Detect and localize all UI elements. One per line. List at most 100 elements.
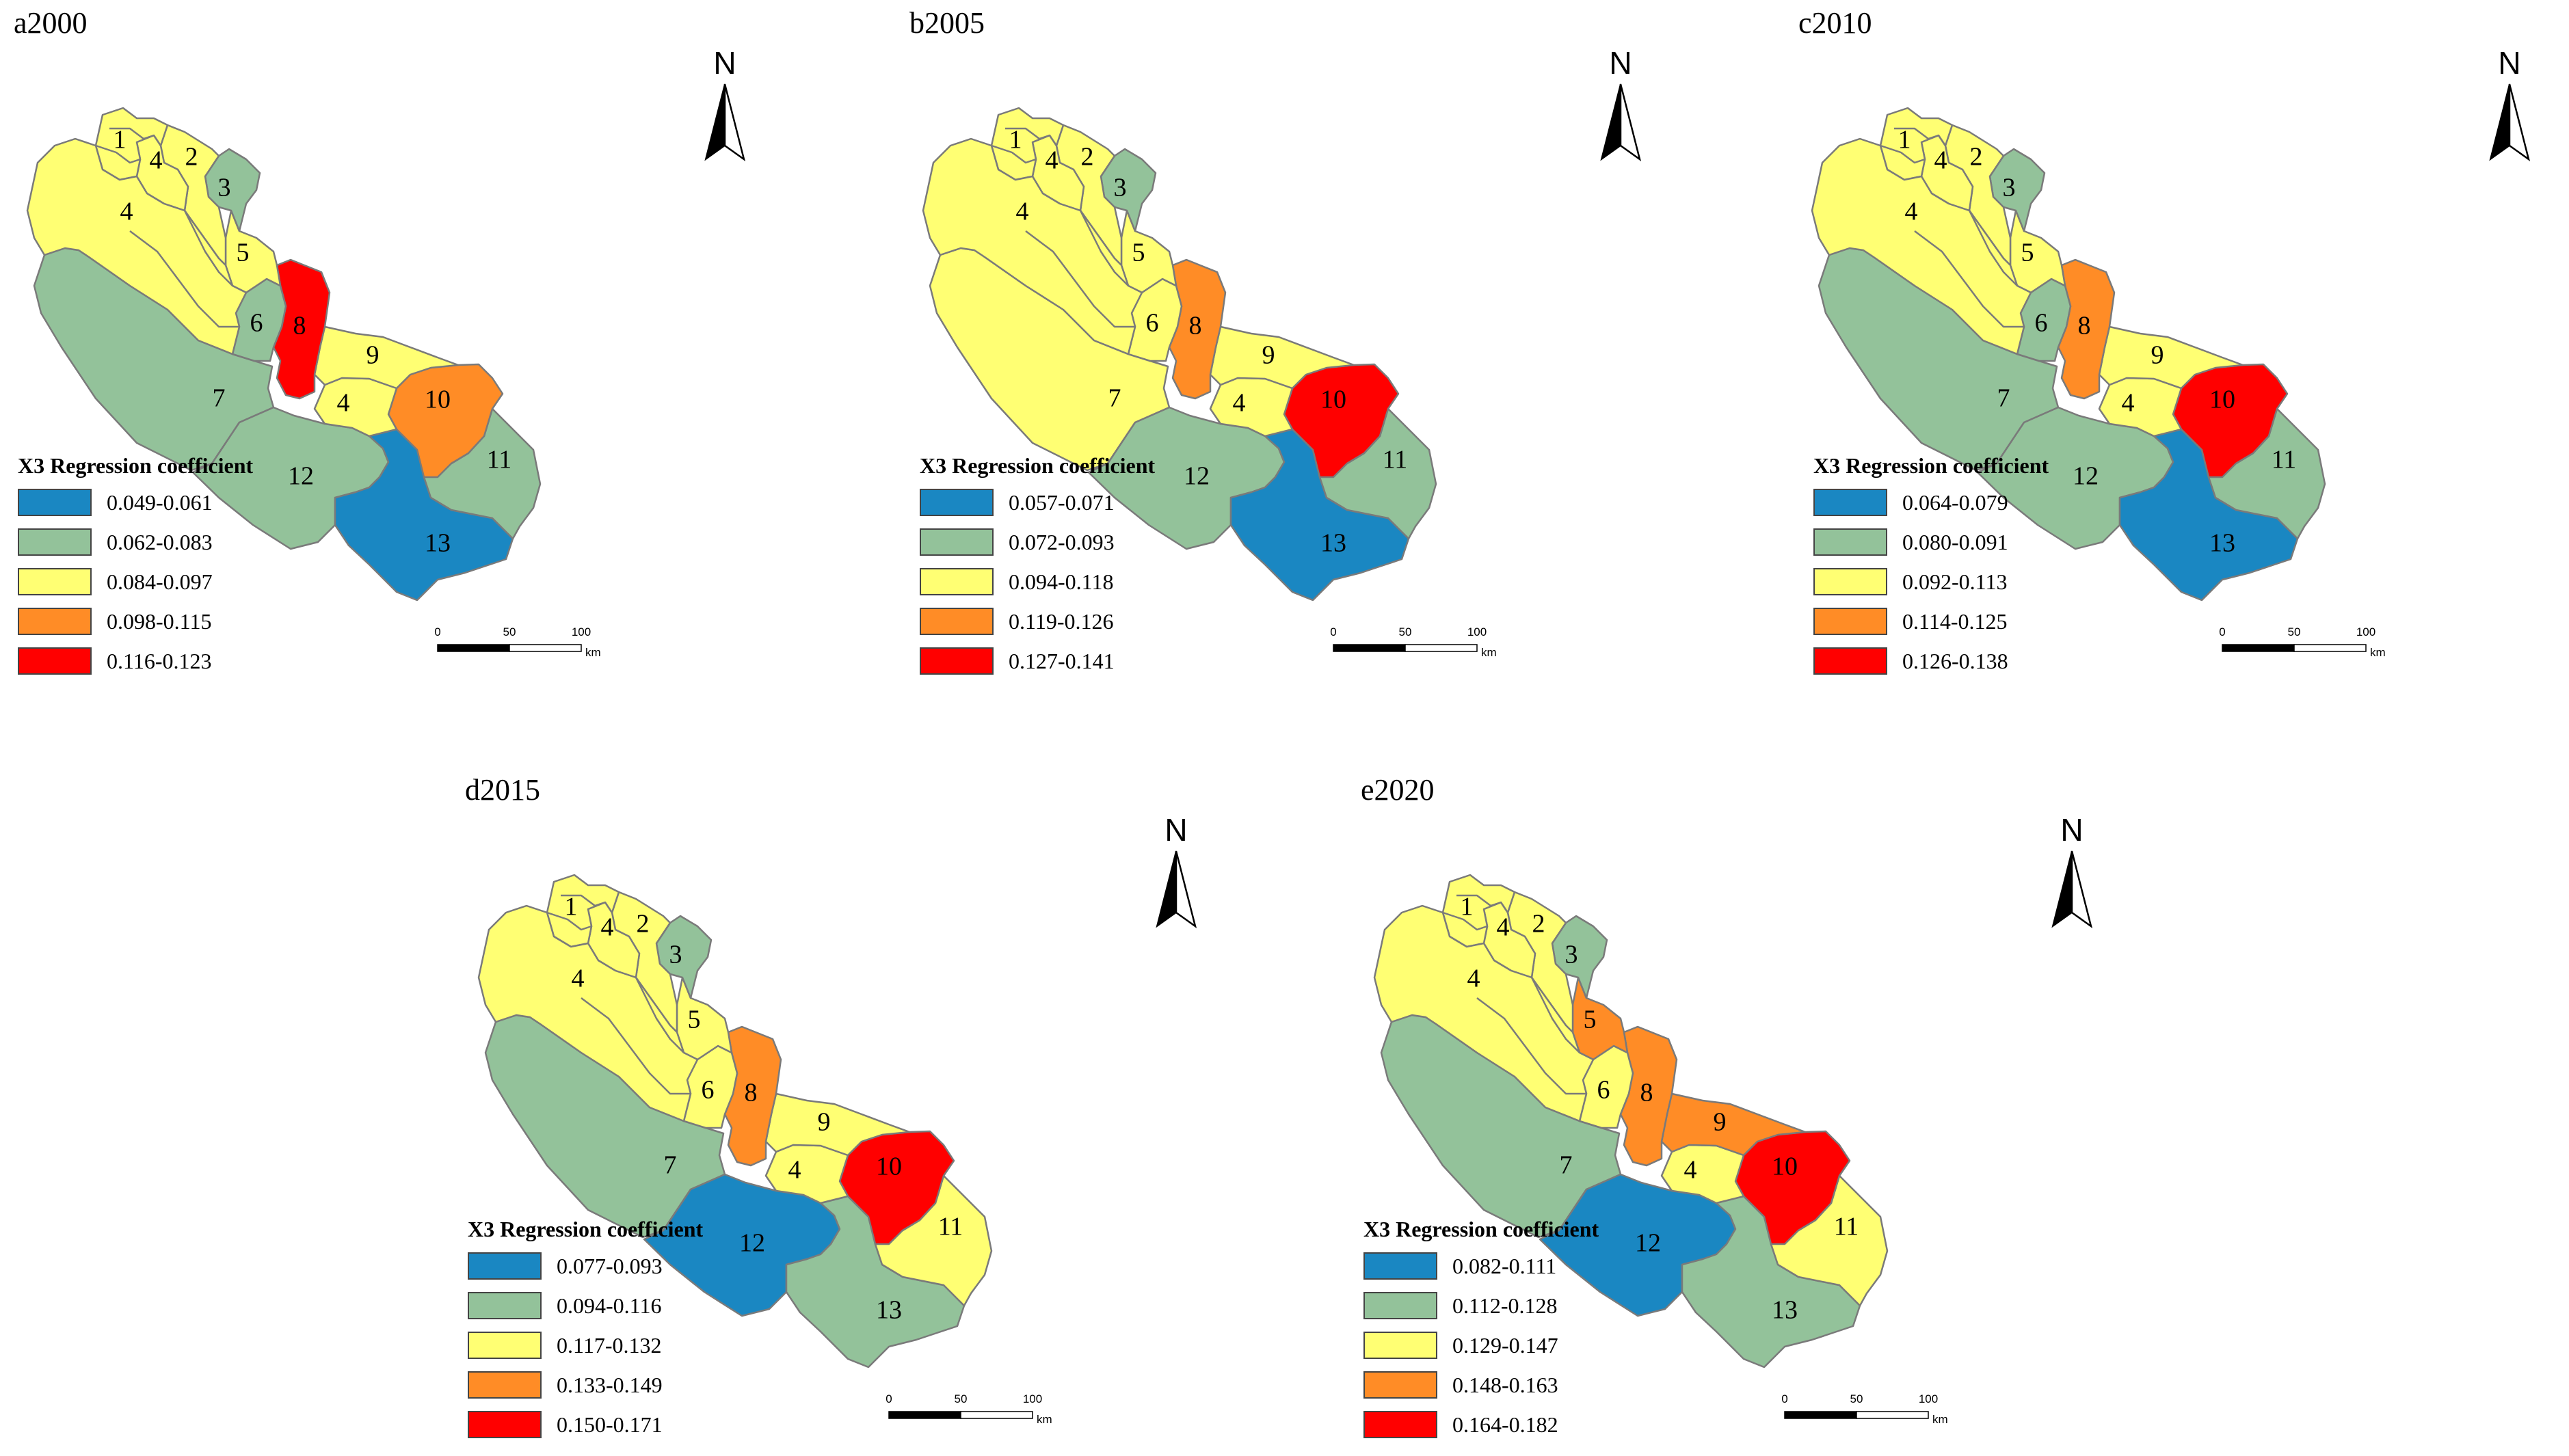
district-label-8: 8 <box>2078 312 2091 340</box>
district-label-7: 7 <box>1997 384 2010 413</box>
district-map: 1 4 2 3 4 5 6 8 7 9 4 10 11 12 13 N 0 50… <box>1373 812 2093 1426</box>
scale-tick-100: 100 <box>1467 625 1487 638</box>
district-label-10: 10 <box>1772 1152 1798 1181</box>
legend-title: X3 Regression coefficient <box>1813 453 2049 478</box>
scale-tick-100: 100 <box>2356 625 2375 638</box>
district-map: 1 4 2 3 4 5 6 8 7 9 4 10 11 12 13 N 0 50… <box>477 812 1197 1426</box>
legend-swatch <box>1813 608 1887 635</box>
legend-label: 0.119-0.126 <box>1009 608 1114 634</box>
scale-tick-0: 0 <box>886 1392 892 1405</box>
district-label-4-north: 4 <box>1934 146 1947 175</box>
legend-title: X3 Regression coefficient <box>1363 1217 1599 1241</box>
legend-label: 0.072-0.093 <box>1009 529 1115 554</box>
scale-bar: 0 50 100 km <box>2219 625 2385 659</box>
north-arrow-right-icon <box>1175 850 1197 929</box>
district-label-8: 8 <box>293 312 306 340</box>
north-arrow-left-icon <box>2051 850 2073 928</box>
scale-tick-0: 0 <box>434 625 440 638</box>
district-label-13: 13 <box>425 529 451 558</box>
map-panel-a2000: a2000 1 4 2 3 4 5 6 8 7 9 4 10 <box>14 5 903 689</box>
legend-swatch <box>1363 1371 1437 1399</box>
scale-bar-white-segment <box>2293 644 2367 652</box>
north-arrow-left-icon <box>1600 83 1621 161</box>
legend-label: 0.126-0.138 <box>1902 648 2008 673</box>
north-arrow-left-icon <box>1156 850 1177 928</box>
district-label-11: 11 <box>1834 1213 1859 1241</box>
district-9 <box>764 1092 911 1157</box>
legend-swatch <box>1363 1332 1437 1359</box>
scale-unit: km <box>1037 1413 1052 1426</box>
north-arrow: N <box>1600 45 1642 162</box>
district-label-7: 7 <box>664 1151 677 1180</box>
legend-item: 0.092-0.113 <box>1813 562 2049 602</box>
district-5 <box>1120 209 1177 294</box>
district-label-12: 12 <box>288 462 314 491</box>
legend-item: 0.084-0.097 <box>18 562 253 602</box>
scale-tick-100: 100 <box>572 625 591 638</box>
district-9 <box>313 325 460 390</box>
north-arrow-left-icon <box>704 83 726 161</box>
district-label-13: 13 <box>1320 529 1346 558</box>
district-label-6: 6 <box>1597 1076 1610 1105</box>
scale-bar: 0 50 100 km <box>1781 1392 1947 1426</box>
district-label-2: 2 <box>185 143 198 172</box>
north-arrow-right-icon <box>1619 83 1642 162</box>
district-label-5: 5 <box>688 1006 701 1034</box>
legend-label: 0.077-0.093 <box>557 1253 663 1278</box>
district-label-4-south: 4 <box>1233 389 1246 418</box>
scale-bar: 0 50 100 km <box>886 1392 1052 1426</box>
district-label-12: 12 <box>1184 462 1210 491</box>
legend-swatch <box>468 1371 542 1399</box>
district-label-7: 7 <box>213 384 226 413</box>
legend-label: 0.080-0.091 <box>1902 529 2008 554</box>
legend-item: 0.064-0.079 <box>1813 483 2049 522</box>
legend-item: 0.129-0.147 <box>1363 1325 1599 1365</box>
north-arrow-right-icon <box>723 83 746 162</box>
district-label-6: 6 <box>702 1076 715 1105</box>
legend-swatch <box>18 528 92 556</box>
north-arrow: N <box>704 45 746 162</box>
district-5 <box>676 976 733 1061</box>
legend-rows: 0.077-0.093 0.094-0.116 0.117-0.132 0.133-0… <box>468 1246 703 1444</box>
district-label-10: 10 <box>425 386 451 414</box>
district-4-west <box>1811 137 2032 355</box>
legend-label: 0.127-0.141 <box>1009 648 1115 673</box>
north-arrow-letter: N <box>1609 45 1632 81</box>
legend-swatch <box>468 1252 542 1280</box>
legend-swatch <box>468 1332 542 1359</box>
scale-bar: 0 50 100 km <box>1330 625 1496 659</box>
district-label-6: 6 <box>250 309 263 338</box>
legend-item: 0.126-0.138 <box>1813 641 2049 681</box>
district-label-1: 1 <box>1461 893 1474 921</box>
legend-rows: 0.057-0.071 0.072-0.093 0.094-0.118 0.119-0… <box>920 483 1155 681</box>
legend-swatch <box>1813 528 1887 556</box>
district-label-6: 6 <box>1146 309 1159 338</box>
district-label-8: 8 <box>1189 312 1202 340</box>
legend-item: 0.119-0.126 <box>920 602 1155 641</box>
legend-label: 0.114-0.125 <box>1902 608 2008 634</box>
legend-item: 0.049-0.061 <box>18 483 253 522</box>
district-label-3: 3 <box>218 174 231 202</box>
district-label-10: 10 <box>1320 386 1346 414</box>
district-label-1: 1 <box>1009 126 1022 154</box>
district-4-west <box>26 137 248 355</box>
legend-label: 0.094-0.118 <box>1009 569 1114 594</box>
district-label-4-west: 4 <box>1467 965 1480 993</box>
district-label-12: 12 <box>2073 462 2099 491</box>
legend-swatch <box>18 647 92 675</box>
legend-label: 0.148-0.163 <box>1452 1372 1558 1397</box>
district-label-11: 11 <box>1383 446 1408 474</box>
district-map: 1 4 2 3 4 5 6 8 7 9 4 10 11 12 13 N 0 50… <box>1811 45 2531 659</box>
legend-swatch <box>18 568 92 595</box>
north-arrow-letter: N <box>1164 812 1187 848</box>
legend-swatch <box>1813 568 1887 595</box>
north-arrow-left-icon <box>2489 83 2510 161</box>
north-arrow: N <box>2489 45 2531 162</box>
district-5 <box>1571 976 1629 1061</box>
district-4-west <box>1373 904 1595 1122</box>
district-label-4-north: 4 <box>150 146 163 175</box>
scale-tick-50: 50 <box>1399 625 1412 638</box>
legend-rows: 0.082-0.111 0.112-0.128 0.129-0.147 0.148-0… <box>1363 1246 1599 1444</box>
legend-item: 0.057-0.071 <box>920 483 1155 522</box>
district-label-13: 13 <box>1772 1296 1798 1325</box>
